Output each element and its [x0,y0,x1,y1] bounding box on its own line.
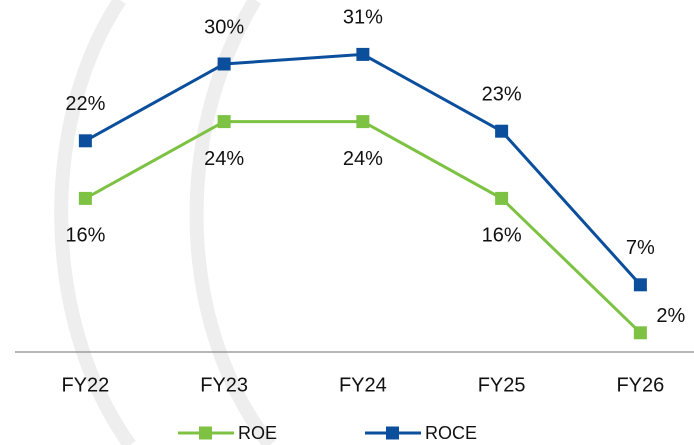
legend-marker [386,426,399,440]
x-tick-label: FY23 [200,374,248,396]
legend-label: ROCE [425,423,477,443]
legend-label: ROE [238,423,277,443]
marker [633,278,647,292]
data-label: 2% [656,305,685,327]
data-label: 24% [343,148,383,170]
data-label: 16% [65,225,105,247]
marker [78,191,92,205]
data-label: 22% [65,93,105,115]
marker [495,124,509,138]
marker [217,57,231,71]
data-label: 30% [204,16,244,38]
x-tick-label: FY24 [339,374,387,396]
x-tick-label: FY22 [61,374,109,396]
marker [217,115,231,129]
legend-marker [199,426,212,440]
marker [633,326,647,340]
data-label: 31% [343,7,383,29]
x-tick-label: FY25 [478,374,526,396]
marker [356,115,370,129]
marker [356,47,370,61]
data-label: 16% [482,225,522,247]
data-label: 23% [482,83,522,105]
x-tick-label: FY26 [616,374,664,396]
marker [495,191,509,205]
data-label: 7% [626,237,655,259]
data-label: 24% [204,148,244,170]
marker [78,134,92,148]
